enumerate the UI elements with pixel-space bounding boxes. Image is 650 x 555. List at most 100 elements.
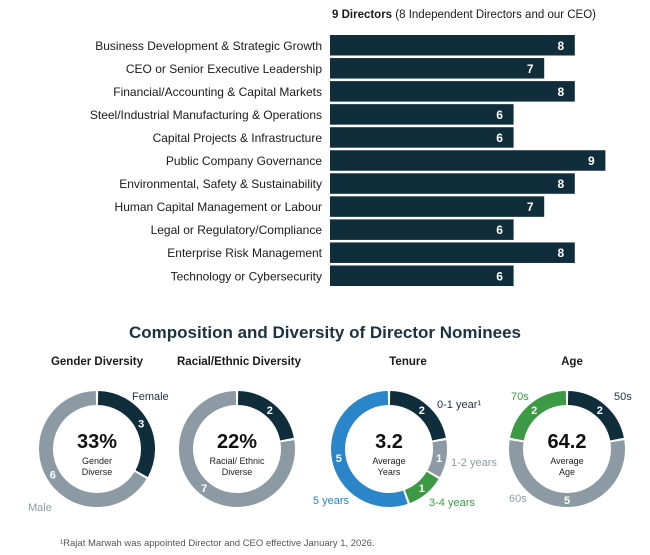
bar-category-label: Financial/Accounting & Capital Markets	[113, 85, 322, 99]
bar-row: Human Capital Management or Labour 7	[115, 196, 545, 217]
bar-value-label: 8	[557, 177, 564, 191]
bar-value-label: 7	[527, 200, 534, 214]
bar-category-label: CEO or Senior Executive Leadership	[126, 62, 322, 76]
donut-slice-value: 2	[597, 405, 603, 417]
bar-header-bold: 9 Directors	[332, 9, 393, 21]
bar	[330, 127, 514, 148]
donut-center-label: Racial/ Ethnic	[209, 456, 265, 466]
bar	[330, 58, 545, 79]
donut-slice	[39, 391, 147, 507]
donut-slice-label: 0-1 year¹	[437, 399, 481, 411]
donut-slice-label: 1-2 years	[451, 457, 497, 469]
donut-center-label: Age	[559, 467, 575, 477]
donut-title: Tenure	[389, 356, 427, 368]
donut-slice	[404, 471, 439, 504]
bar-row: Technology or Cybersecurity 6	[171, 265, 514, 286]
donut-slice-value: 3	[138, 419, 144, 431]
donut-title: Racial/Ethnic Diversity	[177, 356, 301, 368]
bar-category-label: Capital Projects & Infrastructure	[153, 131, 323, 145]
donut-slice	[567, 391, 624, 441]
bar	[330, 219, 514, 240]
donut-slice-value: 2	[419, 405, 425, 417]
donut-svg: 2 0-1 year¹ 1 1-2 years 1 3-4 years 5 4-5 years…	[313, 391, 497, 509]
bar-header-rest: (8 Independent Directors and our CEO)	[392, 9, 597, 21]
bar-value-label: 6	[496, 223, 503, 237]
bar-value-label: 6	[496, 108, 503, 122]
donut-center-value: 33%	[77, 431, 117, 453]
donut-center-label: Diverse	[82, 467, 113, 477]
bar	[330, 35, 575, 56]
section-title: Composition and Diversity of Director No…	[128, 323, 521, 342]
bar-category-label: Public Company Governance	[166, 154, 322, 168]
bar-category-label: Business Development & Strategic Growth	[95, 39, 322, 53]
bar-category-label: Environmental, Safety & Sustainability	[119, 177, 322, 191]
donut-slice	[97, 391, 155, 477]
bar	[330, 81, 575, 102]
donut-slice	[427, 440, 447, 477]
donut-center-label: Diverse	[222, 467, 253, 477]
donut-slice-value: 2	[531, 405, 537, 417]
donut-slice-label: Female	[132, 391, 169, 403]
bar-row: Steel/Industrial Manufacturing & Operati…	[90, 104, 514, 125]
donut-title: Age	[561, 356, 583, 368]
donut-center-label: Average	[372, 456, 405, 466]
bar-value-label: 6	[496, 269, 503, 283]
donut-slice	[179, 391, 295, 507]
donut-slice-value: 2	[267, 405, 273, 417]
bar	[330, 173, 575, 194]
donut-slice-value: 6	[50, 470, 56, 482]
donut-slice-label: 60s	[509, 493, 527, 505]
skills-bar-chart: Business Development & Strategic Growth 8…	[90, 35, 606, 286]
bar-row: CEO or Senior Executive Leadership 7	[126, 58, 545, 79]
bar-row: Capital Projects & Infrastructure 6	[153, 127, 514, 148]
donut-slice	[237, 391, 294, 441]
donut-slice-label: 50s	[614, 391, 632, 403]
donut-center-value: 3.2	[375, 431, 403, 453]
donut-center-value: 22%	[217, 431, 257, 453]
bar-category-label: Enterprise Risk Management	[167, 246, 322, 260]
donut-slice-value: 1	[419, 483, 425, 495]
donut-slice-value: 5	[336, 453, 342, 465]
donut-slice-value: 5	[564, 495, 570, 507]
bar	[330, 242, 575, 263]
donut-slice	[509, 440, 625, 507]
bar-value-label: 8	[557, 39, 564, 53]
donut-slice-value: 7	[201, 483, 207, 495]
donut-slice-label: 4-5 years	[313, 495, 349, 507]
bar-value-label: 8	[557, 246, 564, 260]
donut-slice	[389, 391, 446, 441]
donut-center-label: Gender	[82, 456, 112, 466]
bar-category-label: Technology or Cybersecurity	[171, 269, 322, 283]
bar-category-label: Legal or Regulatory/Compliance	[151, 223, 323, 237]
bar-category-label: Human Capital Management or Labour	[115, 200, 322, 214]
donut-slice	[331, 391, 408, 507]
donut-slice	[510, 391, 567, 441]
bar-row: Legal or Regulatory/Compliance 6	[151, 219, 514, 240]
bar-row: Environmental, Safety & Sustainability 8	[119, 173, 575, 194]
footnote: ¹Rajat Marwah was appointed Director and…	[60, 538, 375, 549]
bar-category-label: Steel/Industrial Manufacturing & Operati…	[90, 108, 322, 122]
donut-title: Gender Diversity	[50, 356, 144, 368]
donut-slice-label: 70s	[511, 391, 529, 403]
bar	[330, 104, 514, 125]
donut-slice-value: 1	[436, 453, 442, 465]
donut-center-label: Years	[378, 467, 401, 477]
bar	[330, 150, 606, 171]
bar-row: Enterprise Risk Management 8	[167, 242, 575, 263]
bar-value-label: 8	[557, 85, 564, 99]
bar-row: Public Company Governance 9	[166, 150, 606, 171]
bar-value-label: 6	[496, 131, 503, 145]
bar-chart-header: 9 Directors (8 Independent Directors and…	[332, 9, 596, 21]
bar	[330, 265, 514, 286]
donut-slice-label: 3-4 years	[429, 497, 475, 509]
bar-row: Business Development & Strategic Growth 8	[95, 35, 575, 56]
bar-value-label: 9	[588, 154, 595, 168]
bar	[330, 196, 545, 217]
bar-value-label: 7	[527, 62, 534, 76]
donut-center-value: 64.2	[548, 431, 587, 453]
bar-row: Financial/Accounting & Capital Markets 8	[113, 81, 575, 102]
donut-slice-label: Male	[28, 502, 52, 514]
